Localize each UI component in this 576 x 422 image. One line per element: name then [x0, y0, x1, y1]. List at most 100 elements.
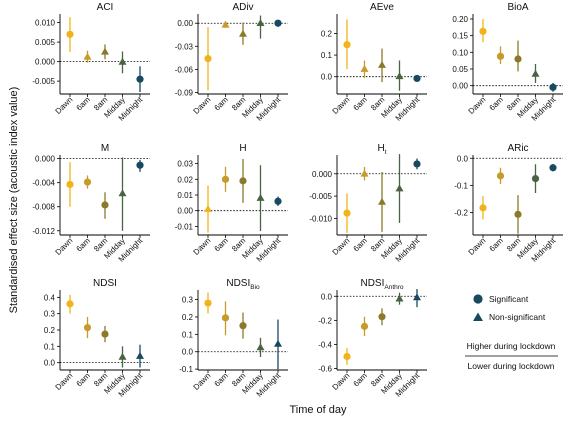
data-point-significant	[413, 74, 421, 83]
data-point-significant	[343, 41, 351, 49]
data-point-nonsignificant	[256, 343, 265, 351]
x-tick-label: Dawn	[54, 236, 75, 257]
y-tick-label: 0.15	[452, 32, 468, 41]
y-tick-label: -0.4	[318, 340, 332, 349]
x-tick-label: Dawn	[192, 95, 213, 116]
y-tick-label: 0.000	[35, 58, 56, 67]
data-point-nonsignificant	[256, 193, 265, 201]
y-tick-label: 0.0	[182, 348, 194, 357]
x-tick-label: 6am	[75, 95, 93, 113]
panel-title: M	[101, 143, 109, 154]
data-point-significant	[274, 197, 282, 205]
x-axis-label: Time of day	[289, 404, 347, 416]
data-point-significant	[239, 177, 247, 185]
data-point-significant	[239, 322, 247, 330]
y-tick-label: -0.09	[175, 88, 194, 97]
data-point-nonsignificant	[256, 19, 265, 27]
data-point-significant	[479, 204, 487, 212]
y-tick-label: 0.1	[44, 342, 56, 351]
data-point-significant	[221, 175, 230, 183]
y-tick-label: 0.05	[452, 65, 468, 74]
panel-title: NDSI	[93, 278, 117, 289]
data-point-significant	[549, 83, 557, 91]
x-tick-label: 6am	[488, 95, 506, 113]
y-tick-label: -0.03	[175, 42, 194, 51]
y-axis-label: Standardised effect size (acoustic index…	[8, 87, 20, 314]
data-point-significant	[101, 201, 109, 209]
x-tick-label: 6am	[352, 371, 370, 389]
panel-title: NDSIAnthro	[360, 278, 403, 291]
y-tick-label: 0.00	[177, 19, 193, 28]
y-tick-label: -0.1	[454, 181, 468, 190]
y-tick-label: -0.005	[309, 192, 332, 201]
data-point-nonsignificant	[118, 57, 127, 65]
data-point-significant	[496, 172, 505, 180]
data-point-nonsignificant	[136, 351, 144, 359]
data-point-nonsignificant	[531, 69, 540, 77]
x-tick-label: Dawn	[54, 95, 75, 116]
y-tick-label: -0.005	[32, 77, 55, 86]
data-point-significant	[549, 164, 557, 172]
data-point-significant	[378, 313, 386, 321]
x-tick-label: 6am	[488, 236, 506, 254]
data-point-nonsignificant	[395, 72, 404, 80]
x-tick-label: Dawn	[467, 95, 488, 116]
y-tick-label: -0.004	[32, 179, 55, 188]
data-point-nonsignificant	[360, 169, 369, 177]
data-point-significant	[83, 178, 92, 186]
data-point-nonsignificant	[378, 60, 386, 68]
x-tick-label: 6am	[75, 236, 93, 254]
x-tick-label: 6am	[75, 371, 93, 389]
y-tick-label: -0.1	[179, 365, 193, 374]
x-tick-label: Dawn	[331, 371, 352, 392]
y-tick-label: 0.000	[35, 155, 56, 164]
y-tick-label: 0.01	[177, 191, 193, 200]
y-tick-label: 0.10	[452, 48, 468, 57]
y-tick-label: 0.00	[452, 82, 468, 91]
y-tick-label: -0.06	[175, 65, 194, 74]
y-tick-label: -0.2	[318, 316, 332, 325]
data-point-significant	[204, 55, 212, 63]
legend-lower-label: Lower during lockdown	[468, 361, 555, 371]
y-tick-label: 0.20	[452, 15, 468, 24]
data-point-nonsignificant	[274, 339, 282, 347]
x-tick-label: 6am	[352, 95, 370, 113]
y-tick-label: 0.0	[321, 292, 333, 301]
x-tick-label: 6am	[213, 95, 231, 113]
data-point-significant	[531, 174, 540, 183]
data-point-nonsignificant	[221, 20, 230, 28]
y-tick-label: 0.2	[182, 313, 194, 322]
panel-title: H	[239, 143, 246, 154]
legend-higher-label: Higher during lockdown	[467, 341, 556, 351]
y-tick-label: -0.012	[32, 227, 55, 236]
y-tick-label: -0.01	[175, 222, 194, 231]
data-point-significant	[514, 210, 522, 218]
data-point-significant	[274, 19, 282, 27]
data-point-significant	[496, 52, 505, 60]
y-tick-label: 0.3	[182, 296, 194, 305]
data-point-nonsignificant	[239, 29, 247, 37]
x-tick-label: Dawn	[331, 236, 352, 257]
data-point-significant	[343, 352, 351, 361]
y-tick-label: 0.0	[321, 73, 333, 82]
data-point-significant	[343, 209, 351, 217]
y-tick-label: -0.6	[318, 365, 332, 374]
y-tick-label: -0.010	[309, 214, 332, 223]
data-point-nonsignificant	[118, 352, 127, 360]
y-tick-label: 0.2	[321, 29, 333, 38]
panel-title: BioA	[507, 2, 528, 13]
data-point-significant	[360, 322, 369, 330]
data-point-nonsignificant	[395, 294, 404, 302]
y-tick-label: 0.1	[321, 51, 333, 60]
y-tick-label: 0.010	[35, 19, 56, 28]
data-point-significant	[221, 314, 230, 322]
